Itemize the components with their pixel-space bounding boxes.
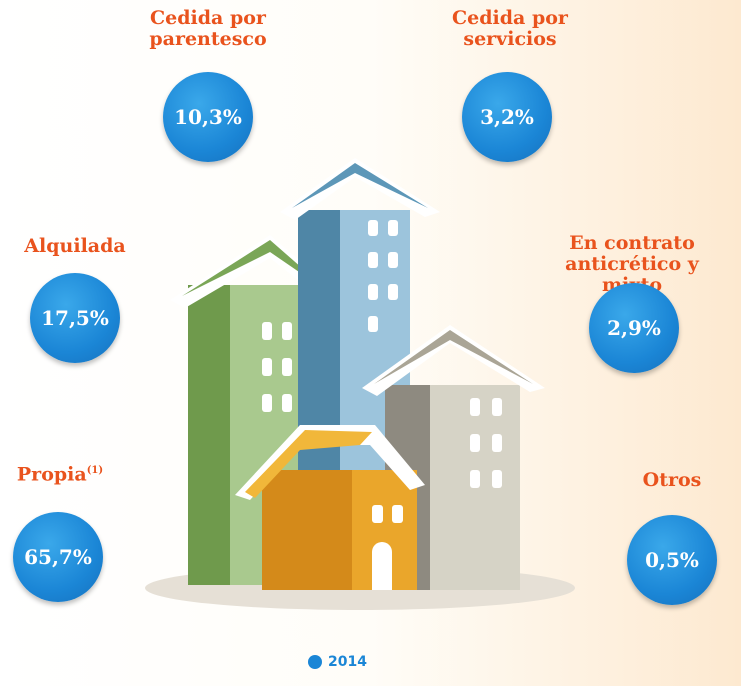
percentage-bubble: 65,7% — [13, 512, 103, 602]
legend: 2014 — [308, 654, 367, 670]
percentage-bubble: 2,9% — [589, 283, 679, 373]
label-text: Propia — [17, 463, 87, 485]
percentage-bubble: 17,5% — [30, 273, 120, 363]
category-label: Otros — [572, 470, 741, 491]
category-label: Cedida por servicios — [410, 8, 610, 50]
percentage-bubble: 10,3% — [163, 72, 253, 162]
category-label: Cedida por parentesco — [108, 8, 308, 50]
category-label: Alquilada — [0, 236, 175, 257]
legend-label: 2014 — [328, 654, 367, 670]
legend-swatch — [308, 655, 322, 669]
percentage-bubble: 3,2% — [462, 72, 552, 162]
percentage-bubble: 0,5% — [627, 515, 717, 605]
footnote-marker: (1) — [87, 465, 103, 476]
category-label: Propia(1) — [0, 460, 160, 485]
infographic: Cedida por parentesco 10,3% Cedida por s… — [0, 0, 741, 686]
